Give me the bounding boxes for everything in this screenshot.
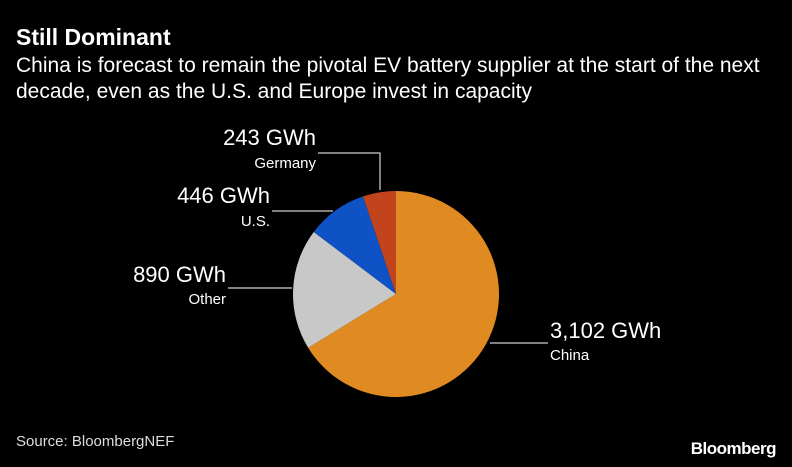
value-label: 446 GWh [177,183,270,208]
pie-slice [362,191,396,294]
chart-title: Still Dominant [16,24,171,50]
pie-slice [308,191,499,397]
category-label: China [550,347,590,364]
leader-line [318,152,381,190]
chart-subtitle: China is forecast to remain the pivotal … [16,54,760,103]
source-note: Source: BloombergNEF [16,433,175,450]
value-label: 890 GWh [133,262,226,287]
pie-slice [313,196,396,294]
brand-logo: Bloomberg [690,439,777,458]
category-label: U.S. [241,213,270,230]
value-label: 243 GWh [223,125,316,150]
category-label: Other [188,291,226,308]
pie-slice [292,231,396,348]
category-label: Germany [254,155,316,172]
value-label: 3,102 GWh [550,318,661,343]
